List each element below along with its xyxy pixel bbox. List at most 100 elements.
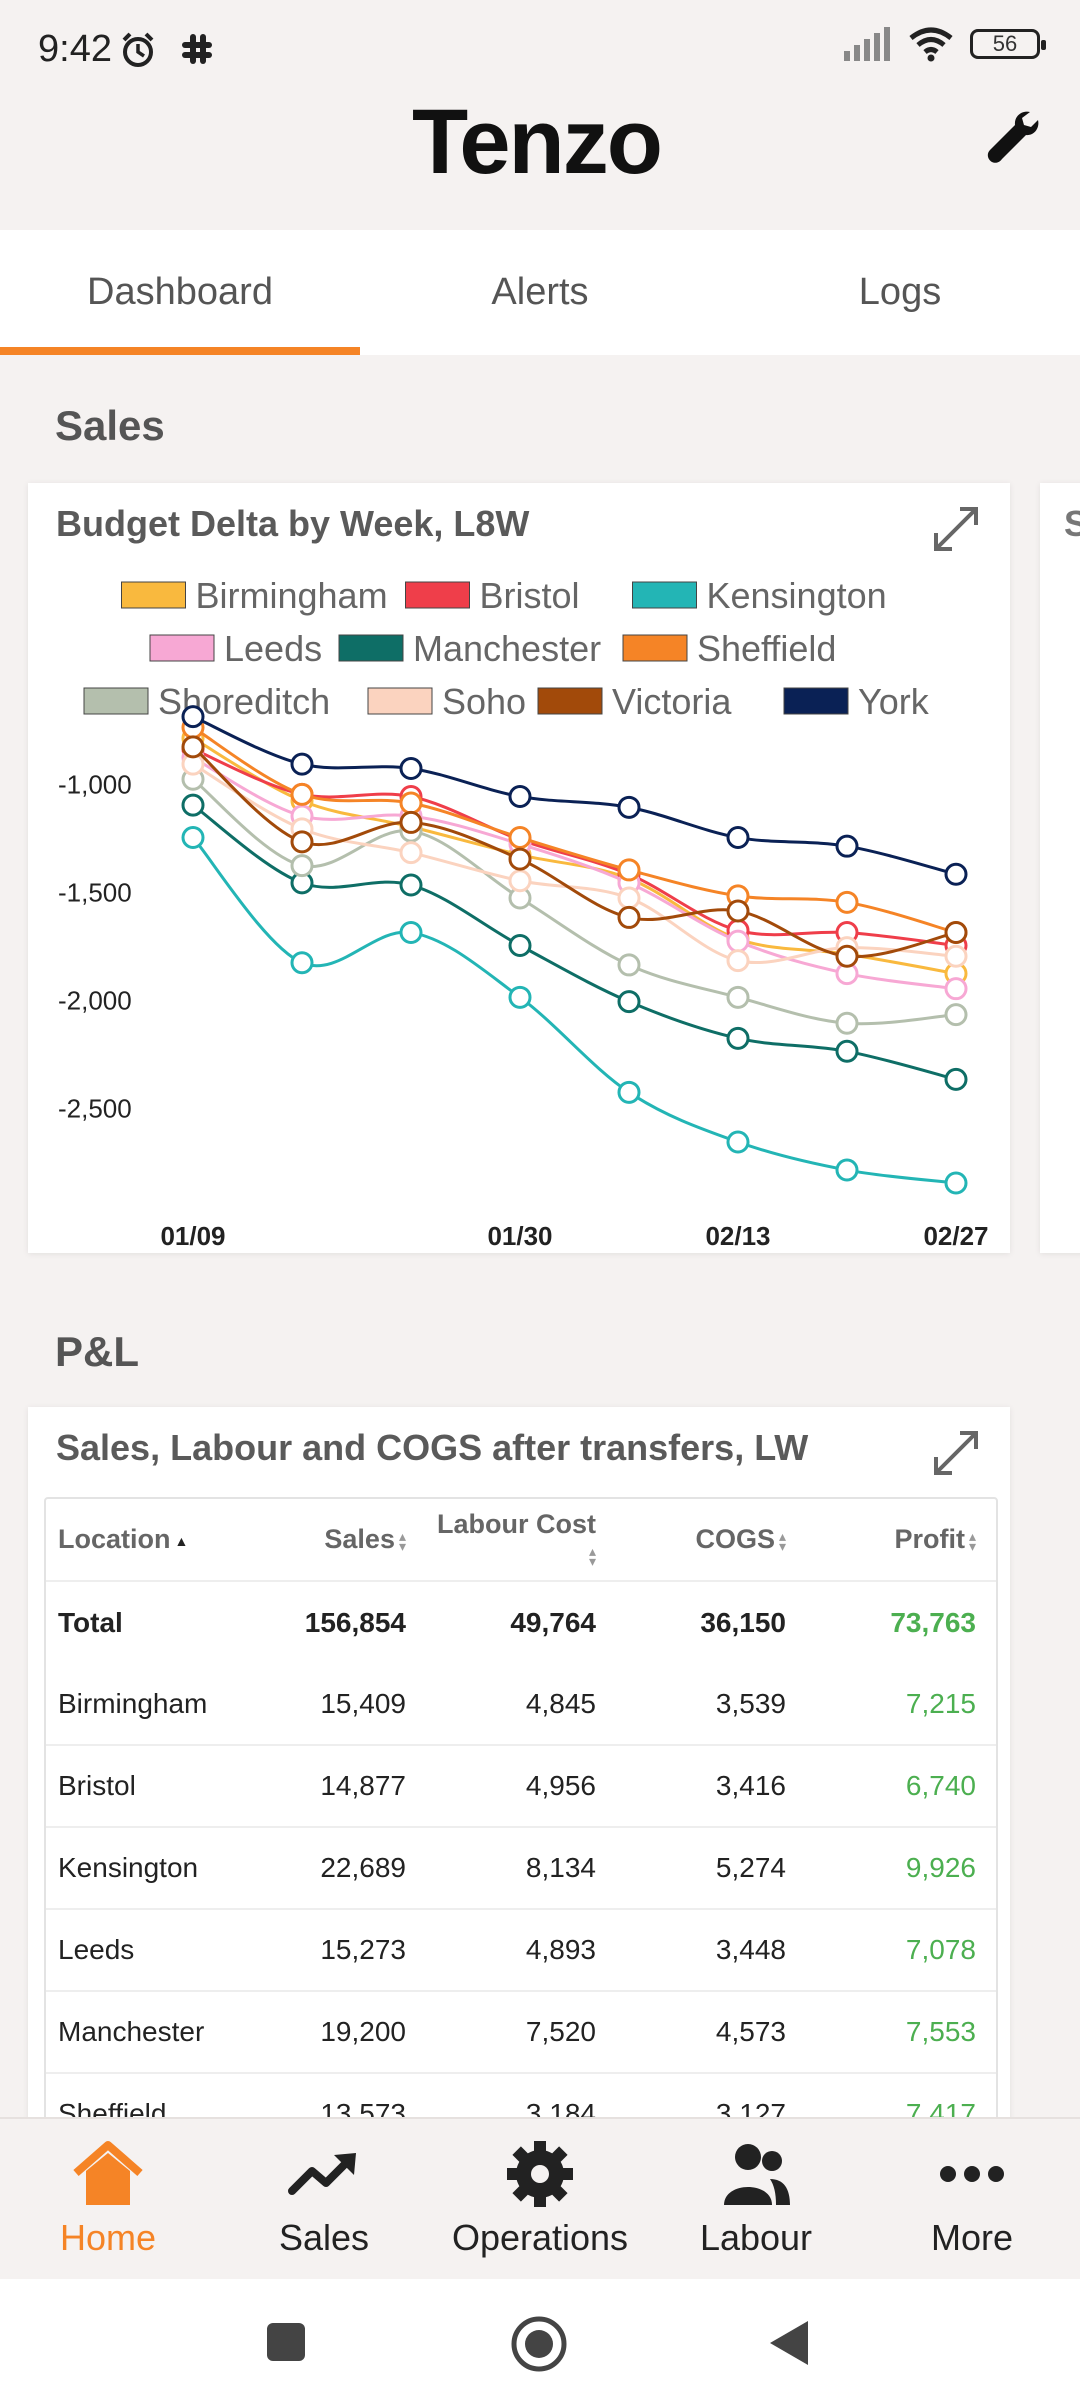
home-icon bbox=[73, 2141, 143, 2205]
cell-labour: 49,764 bbox=[510, 1606, 596, 1638]
legend-label: Kensington bbox=[707, 575, 887, 616]
series-york bbox=[181, 705, 968, 886]
data-point[interactable] bbox=[617, 953, 641, 977]
column-header-labour-cost[interactable]: Labour Cost ▴ ▾ bbox=[426, 1499, 616, 1582]
data-point[interactable] bbox=[508, 985, 532, 1009]
data-point[interactable] bbox=[399, 873, 423, 897]
data-point[interactable] bbox=[944, 1067, 968, 1091]
wrench-icon[interactable] bbox=[982, 108, 1042, 168]
data-point[interactable] bbox=[508, 826, 532, 850]
data-point[interactable] bbox=[726, 929, 750, 953]
data-point[interactable] bbox=[181, 735, 205, 759]
data-point[interactable] bbox=[944, 977, 968, 1001]
data-point[interactable] bbox=[399, 810, 423, 834]
legend-item[interactable]: Sheffield bbox=[622, 628, 836, 669]
data-point[interactable] bbox=[726, 1026, 750, 1050]
column-header-profit[interactable]: Profit ▴ ▾ bbox=[806, 1499, 996, 1582]
data-point[interactable] bbox=[835, 834, 859, 858]
data-point[interactable] bbox=[726, 826, 750, 850]
cell-location: Birmingham bbox=[58, 1687, 208, 1719]
cell-sales: 14,877 bbox=[246, 1745, 426, 1828]
legend-swatch bbox=[121, 581, 186, 609]
data-point[interactable] bbox=[290, 752, 314, 776]
tab-alerts[interactable]: Alerts bbox=[491, 271, 589, 313]
brand-logo: Tenzo bbox=[412, 91, 663, 193]
cell-labour: 8,134 bbox=[525, 1852, 596, 1883]
data-point[interactable] bbox=[944, 1003, 968, 1027]
data-point[interactable] bbox=[290, 830, 314, 854]
legend-swatch bbox=[338, 634, 404, 662]
legend-item[interactable]: Soho bbox=[367, 681, 526, 722]
tab-dashboard[interactable]: Dashboard bbox=[0, 230, 360, 355]
data-point[interactable] bbox=[617, 990, 641, 1014]
data-point[interactable] bbox=[726, 949, 750, 973]
data-point[interactable] bbox=[617, 795, 641, 819]
x-tick-label: 01/09 bbox=[160, 1221, 225, 1251]
data-point[interactable] bbox=[835, 1039, 859, 1063]
data-point[interactable] bbox=[944, 921, 968, 945]
data-point[interactable] bbox=[617, 886, 641, 910]
next-card-peek[interactable]: S bbox=[1040, 483, 1080, 1253]
data-point[interactable] bbox=[508, 847, 532, 871]
data-point[interactable] bbox=[835, 890, 859, 914]
column-header-sales[interactable]: Sales ▴ ▾ bbox=[246, 1499, 426, 1582]
nav-operations[interactable]: Operations bbox=[432, 2119, 648, 2281]
table-row: Manchester 19,200 7,520 4,573 7,553 bbox=[46, 1991, 996, 2073]
tab-logs[interactable]: Logs bbox=[858, 271, 942, 313]
data-point[interactable] bbox=[399, 791, 423, 815]
data-point[interactable] bbox=[181, 793, 205, 817]
data-point[interactable] bbox=[617, 905, 641, 929]
data-point[interactable] bbox=[181, 705, 205, 729]
legend-swatch bbox=[367, 687, 433, 715]
data-point[interactable] bbox=[399, 921, 423, 945]
home-button-icon[interactable] bbox=[510, 2315, 568, 2373]
table-row-total: Total 156,854 49,764 36,150 73,763 bbox=[46, 1581, 996, 1663]
data-point[interactable] bbox=[508, 934, 532, 957]
legend-item[interactable]: Bristol bbox=[405, 575, 580, 616]
legend-item[interactable]: Kensington bbox=[632, 575, 887, 616]
legend-item[interactable]: Birmingham bbox=[121, 575, 388, 616]
data-point[interactable] bbox=[290, 951, 314, 975]
data-point[interactable] bbox=[726, 1130, 750, 1154]
data-point[interactable] bbox=[181, 826, 205, 850]
expand-icon[interactable] bbox=[930, 1427, 982, 1479]
nav-label: Labour bbox=[699, 2217, 813, 2258]
nav-labour[interactable]: Labour bbox=[648, 2119, 864, 2281]
nav-sales[interactable]: Sales bbox=[216, 2119, 432, 2281]
data-point[interactable] bbox=[508, 785, 532, 809]
series-kensington bbox=[181, 826, 968, 1195]
data-point[interactable] bbox=[290, 854, 314, 878]
column-header-location[interactable]: Location ▲ bbox=[46, 1499, 246, 1582]
data-point[interactable] bbox=[944, 862, 968, 886]
nav-more[interactable]: More bbox=[864, 2119, 1080, 2281]
data-point[interactable] bbox=[726, 899, 750, 923]
legend-item[interactable]: Shoreditch bbox=[83, 681, 330, 722]
data-point[interactable] bbox=[508, 869, 532, 893]
legend-item[interactable]: Leeds bbox=[149, 628, 322, 669]
data-point[interactable] bbox=[944, 944, 968, 968]
data-point[interactable] bbox=[835, 944, 859, 968]
nav-home[interactable]: Home bbox=[0, 2119, 216, 2281]
data-point[interactable] bbox=[290, 782, 314, 806]
data-point[interactable] bbox=[617, 858, 641, 882]
legend-item[interactable]: Manchester bbox=[338, 628, 601, 669]
data-point[interactable] bbox=[944, 1171, 968, 1195]
data-point[interactable] bbox=[617, 1080, 641, 1104]
legend-swatch bbox=[405, 581, 470, 609]
next-card-title: S bbox=[1064, 503, 1080, 544]
back-icon[interactable] bbox=[766, 2317, 812, 2369]
battery-level: 56 bbox=[992, 31, 1018, 56]
column-header-cogs[interactable]: COGS ▴ ▾ bbox=[616, 1499, 806, 1582]
data-point[interactable] bbox=[399, 756, 423, 780]
header-label: Profit bbox=[894, 1524, 965, 1554]
data-point[interactable] bbox=[726, 985, 750, 1009]
cell-location: Kensington bbox=[58, 1852, 199, 1883]
data-point[interactable] bbox=[399, 841, 423, 865]
recents-icon[interactable] bbox=[265, 2321, 307, 2363]
data-point[interactable] bbox=[835, 1158, 859, 1182]
legend-item[interactable]: Victoria bbox=[537, 681, 732, 722]
legend-item[interactable]: York bbox=[783, 681, 930, 722]
data-point[interactable] bbox=[835, 1011, 859, 1035]
expand-icon[interactable] bbox=[930, 503, 982, 555]
cell-profit: 9,926 bbox=[905, 1852, 976, 1883]
